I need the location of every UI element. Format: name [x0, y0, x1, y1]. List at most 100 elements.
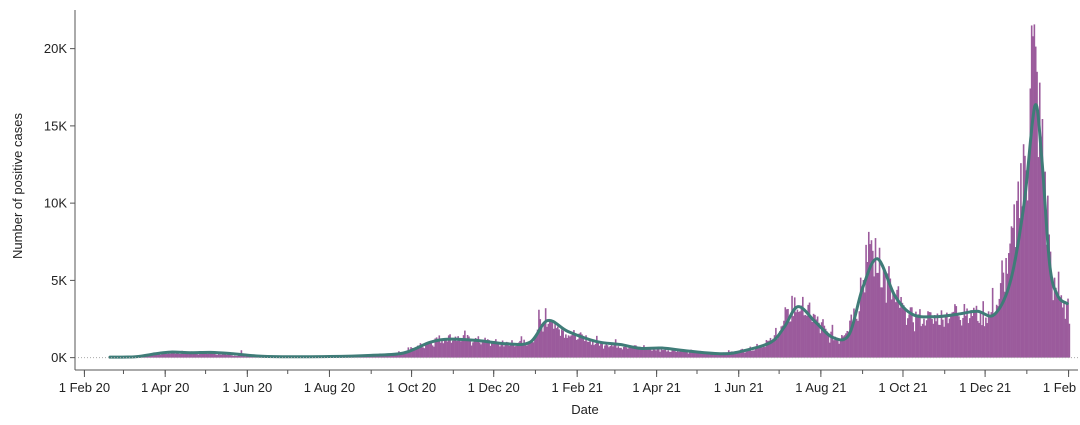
case-bar [511, 340, 513, 358]
case-bar [205, 353, 208, 358]
case-bar [734, 351, 737, 358]
case-bar [968, 318, 971, 358]
case-bar [169, 353, 171, 358]
case-bar [391, 354, 393, 358]
case-bar [639, 346, 641, 358]
case-bar [849, 320, 851, 358]
case-bar [804, 314, 807, 358]
case-bar [637, 348, 640, 358]
case-bar [845, 333, 847, 358]
case-bar [491, 341, 493, 358]
case-bar [465, 340, 468, 358]
case-bar [740, 349, 742, 358]
case-bar [653, 349, 656, 358]
case-bar [575, 339, 578, 358]
case-bar [600, 341, 602, 358]
case-bar [820, 322, 823, 358]
case-bar [190, 351, 193, 358]
case-bar [1065, 304, 1068, 358]
case-bar [556, 326, 559, 358]
case-bar [752, 350, 754, 358]
case-bar [784, 307, 787, 358]
case-bar [171, 351, 174, 358]
case-bar [942, 319, 944, 358]
case-bar [807, 304, 809, 358]
case-bar [558, 329, 560, 358]
x-tick-label: 1 Oct 21 [878, 380, 927, 395]
case-bar [830, 331, 832, 358]
case-bar [421, 344, 423, 358]
case-bar [1002, 272, 1005, 358]
case-bar [1029, 88, 1032, 358]
case-bar [565, 334, 567, 358]
case-bar [933, 315, 936, 358]
case-bar [919, 309, 921, 358]
case-bar [855, 318, 858, 358]
case-bar [232, 355, 235, 358]
case-bar [601, 341, 604, 358]
case-bar [725, 354, 727, 358]
case-bar [780, 326, 783, 358]
case-bar [815, 319, 818, 358]
case-bar [854, 318, 857, 358]
case-bar [178, 353, 181, 358]
case-bar [587, 341, 590, 358]
case-bar [987, 311, 990, 358]
case-bar [1026, 200, 1029, 358]
case-bar [761, 347, 764, 358]
case-bar [515, 345, 517, 358]
case-bar [210, 352, 213, 358]
case-bar [859, 277, 862, 358]
case-bar [1063, 303, 1065, 358]
case-bar [841, 335, 843, 358]
case-bar [229, 355, 232, 358]
case-bar [1060, 295, 1063, 358]
case-bar [867, 231, 870, 358]
case-bar [503, 346, 505, 358]
case-bar [757, 348, 760, 358]
moving-average-group [108, 103, 1069, 359]
case-bar [605, 344, 608, 358]
case-bar [155, 354, 158, 358]
case-bar [983, 326, 986, 358]
x-tick-label: 1 Apr 21 [632, 380, 680, 395]
case-bar [661, 350, 664, 358]
case-bar [736, 352, 738, 358]
case-bar [991, 287, 994, 358]
case-bar [439, 342, 442, 358]
case-bar [426, 342, 428, 358]
x-tick-label: 1 Feb 20 [59, 380, 110, 395]
case-bar [162, 352, 165, 358]
case-bar [220, 354, 222, 358]
case-bar [225, 354, 228, 358]
case-bar [180, 353, 182, 358]
case-bar [885, 302, 888, 358]
case-bar [1068, 323, 1071, 358]
case-bar [548, 320, 551, 358]
case-bar [881, 287, 884, 358]
case-bar [732, 351, 734, 358]
case-bar [526, 345, 528, 358]
case-bar [1034, 46, 1037, 358]
case-bar [962, 317, 964, 358]
case-bar [559, 335, 562, 358]
case-bar [826, 331, 828, 358]
case-bar [723, 352, 726, 358]
case-bar [982, 301, 985, 358]
case-bar [1017, 181, 1020, 358]
case-bar [680, 351, 683, 358]
case-bar [880, 287, 882, 358]
case-bar [850, 314, 853, 358]
case-bar [177, 353, 179, 358]
case-bar [779, 331, 781, 358]
case-bar [1021, 206, 1024, 358]
case-bar [806, 315, 808, 358]
case-bar [767, 341, 769, 358]
case-bar [678, 351, 680, 358]
case-bar [610, 344, 613, 358]
case-bar [979, 313, 982, 358]
case-bar [516, 344, 519, 358]
case-bar [476, 339, 478, 358]
case-bar [1003, 291, 1006, 358]
case-bar [741, 348, 744, 358]
